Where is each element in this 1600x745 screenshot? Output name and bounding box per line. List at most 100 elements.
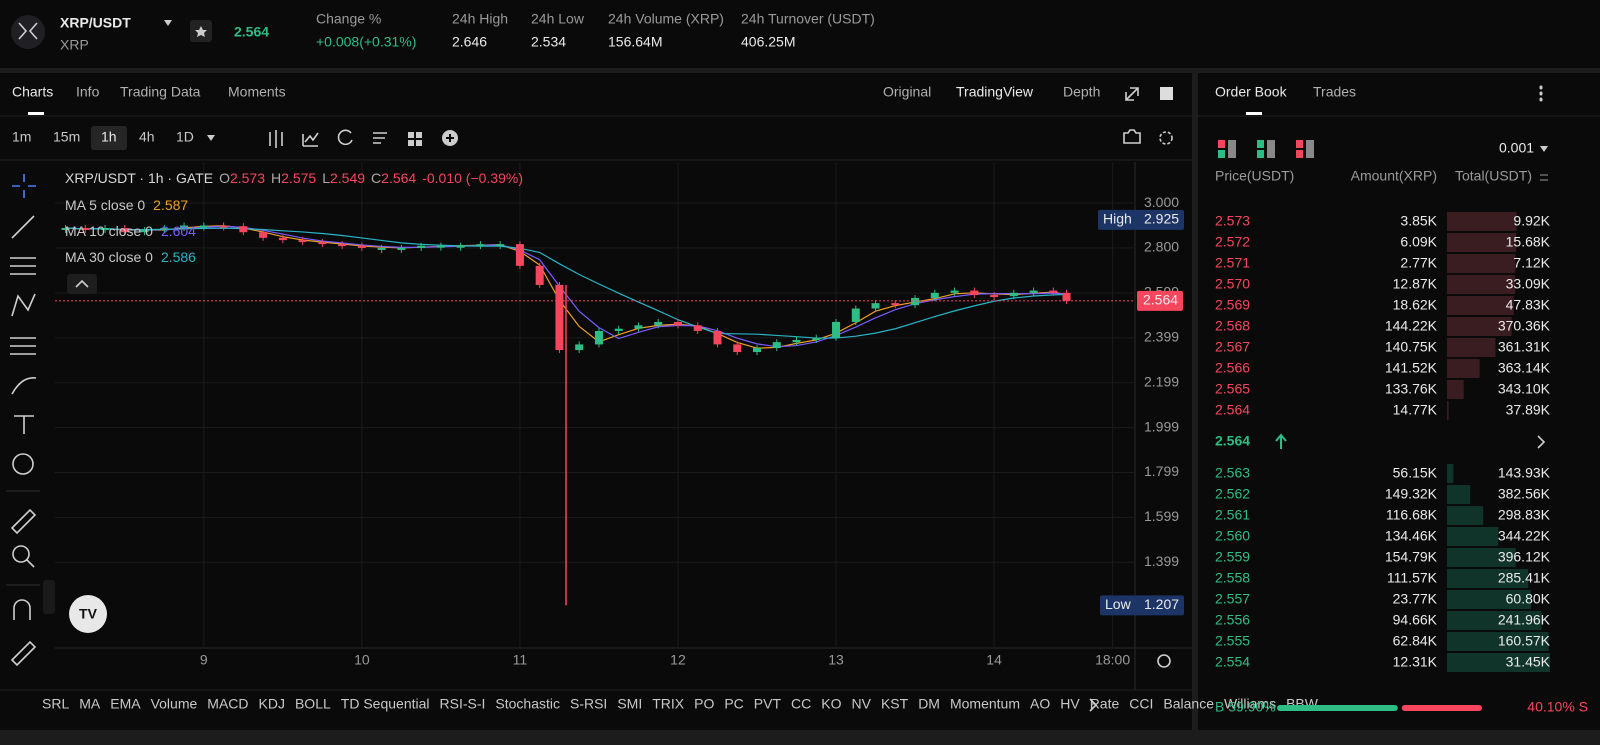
indicator[interactable]: PC [724,696,743,712]
indicator[interactable]: S-RSI [570,696,607,712]
replay-icon[interactable] [337,129,353,146]
tab[interactable]: Moments [228,84,286,100]
stat-value: 406.25M [741,34,795,50]
indicator[interactable]: KO [821,696,841,712]
indicator[interactable]: Williams [1224,696,1276,712]
zoom-handle [26,559,35,568]
indicator[interactable]: HV [1060,696,1080,712]
depth-bar [1447,548,1516,567]
ma-line [65,225,1067,348]
chevron[interactable] [1537,435,1546,449]
candle-type-icon[interactable] [269,130,283,148]
view-mode-top[interactable] [1296,140,1303,148]
ma-value: 2.604 [161,223,196,239]
emoji-tool[interactable] [12,453,34,475]
indicator[interactable]: SMI [617,696,642,712]
layout-grid-icon[interactable] [408,132,422,146]
y-tick-label: 2.800 [1144,239,1179,255]
view-tab[interactable]: TradingView [956,84,1034,100]
fullscreen-icon[interactable] [1125,87,1139,101]
indicator[interactable]: AO [1030,696,1050,712]
view-tab[interactable]: Depth [1063,84,1100,100]
camera-icon[interactable] [1123,129,1141,144]
view-mode-top[interactable] [1218,140,1225,148]
precision[interactable]: 0.001 [1499,140,1534,156]
zoom-tool[interactable] [12,545,30,563]
depth-bar [1447,380,1464,399]
timeframe[interactable]: 1D [176,129,194,145]
candle [397,247,406,250]
collapse-tools[interactable] [43,580,55,614]
trendline-tool[interactable] [11,215,35,239]
indicator[interactable]: TD Sequential [341,696,430,712]
axis-settings[interactable] [1157,654,1171,668]
indicator[interactable]: Volume [151,696,198,712]
precision-dropdown[interactable] [1540,146,1548,152]
indicator[interactable]: KDJ [259,696,285,712]
stat-value: 2.646 [452,34,487,50]
indicator[interactable]: Stochastic [495,696,560,712]
amount: 140.75K [1385,339,1438,355]
candle [693,325,702,331]
depth-bar [1447,632,1549,651]
lock-tool[interactable] [10,640,37,667]
candle [634,325,643,329]
view-mode-bottom [1257,150,1264,158]
book-tab[interactable]: Order Book [1215,84,1288,100]
y-tick-label: 3.000 [1144,194,1179,210]
brush-tool[interactable] [11,377,37,395]
indicator-icon[interactable] [302,132,319,147]
layout-icon[interactable] [1160,87,1173,100]
settings-icon[interactable] [1159,131,1173,145]
tab[interactable]: Info [76,84,100,100]
indicator[interactable]: CC [791,696,811,712]
indicator[interactable]: BOLL [295,696,331,712]
magnet-tool[interactable] [13,599,31,620]
crosshair-tool[interactable] [12,174,36,198]
symbol[interactable]: XRP/USDT [60,15,131,31]
indicator[interactable]: Rate [1090,696,1120,712]
depth-bar [1447,569,1529,588]
amount: 144.22K [1385,318,1438,334]
indicator[interactable]: CCI [1129,696,1153,712]
indicator[interactable]: NV [852,696,872,712]
book-tab[interactable]: Trades [1313,84,1356,100]
indicator[interactable]: PVT [754,696,782,712]
timeframe[interactable]: 15m [53,129,80,145]
candle [733,344,742,353]
timeframe[interactable]: 1m [12,129,31,145]
ma-legend: MA 5 close 0 2.587 [65,197,188,213]
dropdown[interactable] [164,20,172,26]
indicator[interactable]: Balance [1163,696,1214,712]
view-tab[interactable]: Original [883,84,931,100]
indicator[interactable]: MA [79,696,101,712]
candle [338,244,347,247]
view-mode-top[interactable] [1257,140,1264,148]
divider [0,68,1600,73]
candle [140,229,149,233]
timeframe-dropdown[interactable] [207,135,215,141]
indicator[interactable]: PO [694,696,714,712]
indicator[interactable]: TRIX [652,696,685,712]
template-icon[interactable] [373,132,387,144]
y-tick-label: 1.799 [1144,463,1179,479]
indicator[interactable]: KST [881,696,909,712]
ruler-tool[interactable] [10,508,37,535]
indicator[interactable]: SRL [42,696,69,712]
text-tool[interactable] [14,415,34,434]
timeframe[interactable]: 4h [139,129,155,145]
timeframe[interactable]: 1h [101,129,117,145]
ma-name: MA 5 close 0 [65,197,145,213]
pattern-tool[interactable] [11,293,36,317]
indicator[interactable]: RSI-S-I [440,696,486,712]
indicator[interactable]: EMA [110,696,141,712]
indicator[interactable]: MACD [207,696,248,712]
projection-tool[interactable] [10,337,36,355]
indicator[interactable]: Momentum [950,696,1020,712]
tab[interactable]: Trading Data [120,84,201,100]
tab[interactable]: Charts [12,84,53,100]
fib-tool[interactable] [10,257,36,275]
indicator[interactable]: DM [918,696,940,712]
collapse-legend[interactable] [67,274,97,294]
scroll-right[interactable] [1089,698,1098,712]
